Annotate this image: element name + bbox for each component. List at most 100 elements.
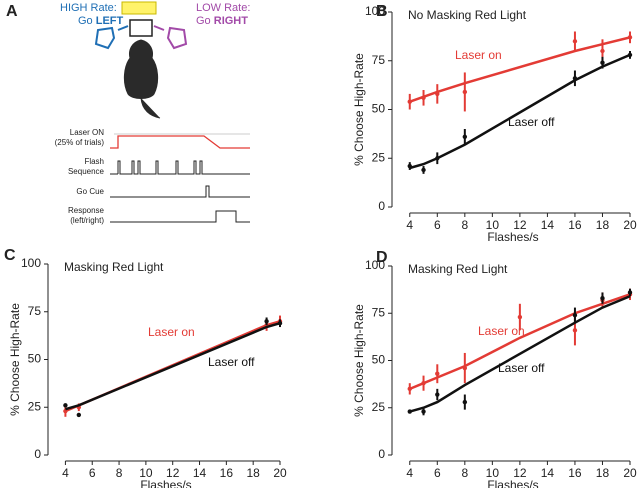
x-tick-label: 6 [89,466,96,480]
data-point [627,35,633,40]
panel-label: B [376,3,388,20]
x-tick-label: 16 [568,466,582,480]
go: Go [196,15,211,27]
x-tick-label: 8 [461,466,468,480]
data-point [407,163,412,169]
data-point [407,99,412,104]
series-label: Laser on [455,48,502,62]
x-axis-label: Flashes/s [487,478,538,488]
right-port [166,26,188,50]
fit-line [409,53,631,170]
series-label: Laser off [498,361,545,375]
trace-label: Response [68,206,105,215]
x-tick-label: 12 [513,218,527,232]
series-label: Laser off [208,355,255,369]
x-tick-label: 14 [541,218,555,232]
fit-line [65,322,281,411]
x-tick-label: 14 [541,466,555,480]
data-point [600,295,605,301]
x-tick-label: 6 [434,218,441,232]
go-cue-trace [110,185,250,198]
data-point [407,386,412,392]
dir: RIGHT [214,15,249,27]
data-point [264,319,269,324]
x-tick-label: 14 [193,466,207,480]
dir: LEFT [96,15,124,27]
chart: B No Masking Red Light 0 25 50 75 100 4 6 8 10 12 14… [352,3,637,244]
data-point [435,91,440,97]
y-tick-label: 75 [28,304,42,318]
data-point [517,314,523,320]
x-tick-label: 16 [568,218,582,232]
y-tick-label: 0 [378,199,385,213]
chart: D Masking Red Light 0 25 50 75 100 4 6 8 10 12 14 16 1… [352,249,637,488]
data-point [627,52,633,58]
data-point [435,392,440,397]
series-label: Laser on [148,325,195,339]
light-panel [121,1,157,15]
x-tick-label: 12 [513,466,527,480]
data-point [600,60,605,65]
data-point [421,167,426,173]
center-port [129,19,153,37]
x-tick-label: 4 [62,466,69,480]
low-rate-label: LOW Rate: [196,2,250,14]
chart: C Masking Red Light 0 25 50 75 100 4 6 8 10 12 14 16 1… [4,247,287,488]
data-point [435,156,440,161]
data-point [407,409,412,414]
go: Go [78,15,93,27]
y-tick-label: 25 [28,399,42,413]
chart-title: Masking Red Light [408,262,508,276]
data-point [76,412,82,418]
trace-label: Laser ON [70,128,104,137]
low-rate-go: Go RIGHT [196,15,248,27]
data-point [462,399,468,405]
x-tick-label: 18 [596,466,610,480]
laser-trace [110,135,250,149]
trace-label: Go Cue [76,187,104,196]
fit-line [409,293,631,391]
data-point [627,290,633,295]
x-tick-label: 10 [139,466,153,480]
y-tick-label: 0 [378,447,385,461]
data-point [435,371,440,376]
x-tick-label: 10 [486,466,500,480]
y-tick-label: 100 [365,4,385,18]
y-tick-label: 25 [372,400,386,414]
x-tick-label: 16 [220,466,234,480]
x-axis-label: Flashes/s [140,478,191,488]
x-tick-label: 8 [116,466,123,480]
x-tick-label: 12 [166,466,180,480]
x-tick-label: 18 [246,466,260,480]
data-point [572,39,578,44]
y-tick-label: 75 [372,53,386,67]
arrow-right [153,25,165,31]
flash-trace [110,160,250,175]
data-point [462,89,468,95]
x-tick-label: 4 [406,466,413,480]
data-point [600,48,605,54]
data-point [572,76,578,81]
data-point [572,312,578,318]
x-tick-label: 8 [461,218,468,232]
y-tick-label: 25 [372,150,386,164]
x-tick-label: 20 [273,466,287,480]
x-tick-label: 6 [434,466,441,480]
panel-label: D [376,249,388,266]
trace-label: (25% of trials) [55,138,105,147]
data-point [421,380,426,386]
panel-a: A HIGH Rate: Go LEFT LOW Rate: Go RIGHT [6,1,250,223]
left-port [94,26,116,50]
y-axis-label: % Choose High-Rate [352,304,366,417]
y-tick-label: 50 [28,352,42,366]
y-tick-label: 100 [365,258,385,272]
y-tick-label: 50 [372,102,386,116]
data-point [421,95,426,101]
x-tick-label: 20 [623,218,637,232]
arrow-left [117,25,129,31]
data-point [421,409,426,414]
data-point [63,403,68,408]
y-tick-label: 50 [372,353,386,367]
panel-label: C [4,247,16,264]
